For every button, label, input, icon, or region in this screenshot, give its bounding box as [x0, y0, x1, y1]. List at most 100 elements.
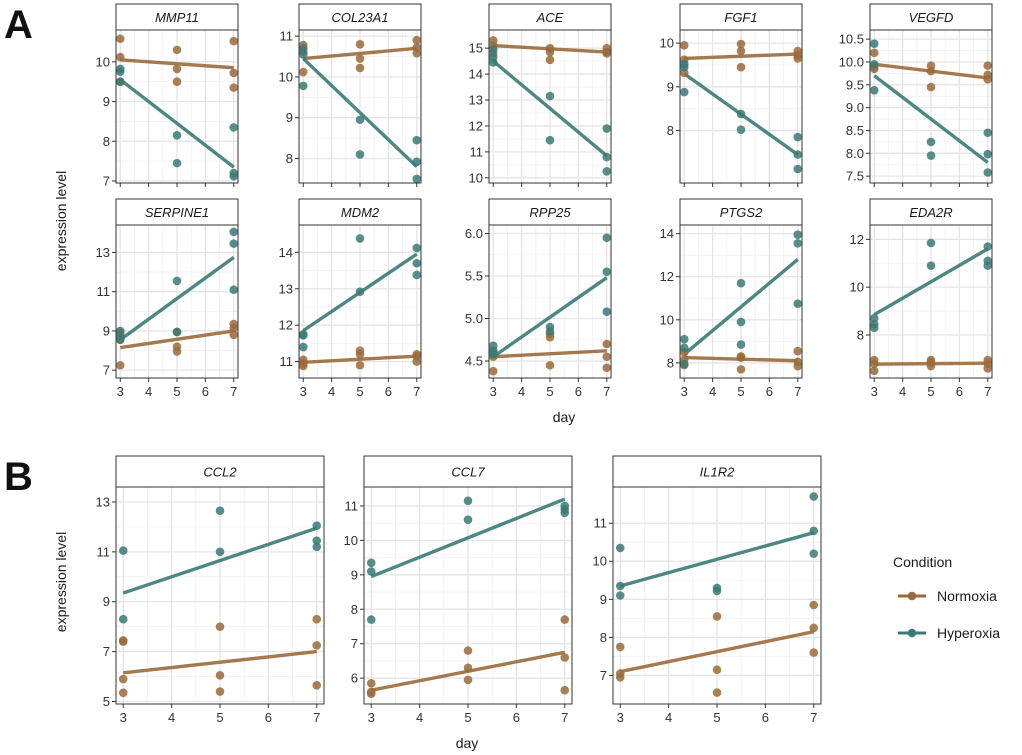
- y-tick-label: 8.0: [846, 146, 864, 161]
- y-tick-label: 9: [600, 592, 607, 607]
- fit-line-normoxia: [123, 649, 317, 675]
- fit-line-hyperoxia: [370, 497, 566, 579]
- y-tick-label: 12: [660, 269, 674, 284]
- data-point-normoxia: [115, 34, 125, 44]
- data-point-hyperoxia: [793, 230, 803, 239]
- data-point-normoxia: [229, 330, 239, 340]
- data-point-normoxia: [215, 671, 225, 680]
- points-hyperoxia: [615, 492, 819, 600]
- y-tick-label: 11: [97, 284, 111, 299]
- x-tick-label: 7: [984, 384, 991, 399]
- y-tick-label: 14: [469, 67, 483, 82]
- data-point-normoxia: [229, 323, 239, 333]
- y-tick-label: 14: [279, 245, 293, 260]
- series-normoxia: [619, 630, 815, 674]
- series-hyperoxia: [683, 258, 799, 356]
- data-point-normoxia: [312, 614, 322, 624]
- x-tick-label: 7: [561, 710, 568, 725]
- x-tick-label: 4: [899, 384, 906, 399]
- data-point-hyperoxia: [229, 123, 239, 132]
- x-tick-label: 3: [681, 384, 688, 399]
- data-point-normoxia: [869, 366, 879, 376]
- gridlines: [116, 30, 238, 183]
- y-tick-label: 13: [96, 494, 110, 509]
- points-normoxia: [869, 48, 993, 92]
- data-point-hyperoxia: [172, 158, 182, 168]
- data-point-hyperoxia: [488, 58, 498, 67]
- y-tick-label: 5: [103, 694, 110, 709]
- points-hyperoxia: [115, 64, 239, 181]
- points-hyperoxia: [115, 227, 239, 345]
- fit-line-hyperoxia: [873, 74, 989, 164]
- y-tick-label: 7: [103, 174, 110, 189]
- data-point-normoxia: [983, 75, 993, 84]
- data-point-hyperoxia: [412, 135, 422, 145]
- data-point-hyperoxia: [118, 546, 128, 555]
- legend: Condition Normoxia Hyperoxia: [893, 554, 1000, 641]
- x-tick-label: 7: [794, 384, 801, 399]
- data-point-hyperoxia: [869, 85, 879, 95]
- data-point-hyperoxia: [488, 45, 498, 54]
- data-point-hyperoxia: [412, 157, 422, 167]
- x-tick-label: 5: [713, 710, 720, 725]
- data-point-hyperoxia: [869, 313, 879, 323]
- fit-line-normoxia: [684, 52, 798, 61]
- data-point-normoxia: [366, 679, 376, 688]
- data-point-hyperoxia: [809, 492, 819, 501]
- data-point-hyperoxia: [115, 335, 125, 345]
- facet-ptgs2: PTGS2 8 10 12 14 3 4 5 6 7: [660, 198, 803, 399]
- fit-line-hyperoxia: [492, 59, 608, 158]
- series-normoxia: [684, 52, 798, 61]
- legend-title: Condition: [893, 554, 952, 570]
- data-point-hyperoxia: [602, 307, 612, 317]
- data-point-hyperoxia: [215, 506, 225, 515]
- data-point-normoxia: [545, 55, 555, 65]
- x-tick-label: 5: [464, 710, 471, 725]
- data-point-hyperoxia: [412, 243, 422, 253]
- data-point-hyperoxia: [463, 515, 473, 525]
- data-point-hyperoxia: [602, 233, 612, 243]
- x-tick-label: 5: [927, 384, 934, 399]
- data-point-hyperoxia: [229, 285, 239, 295]
- data-point-normoxia: [793, 346, 803, 356]
- data-point-hyperoxia: [926, 261, 936, 270]
- legend-item-normoxia: Normoxia: [898, 588, 997, 604]
- data-point-normoxia: [229, 36, 239, 46]
- x-tick-label: 4: [709, 384, 716, 399]
- y-tick-label: 8: [351, 602, 358, 617]
- data-point-hyperoxia: [366, 558, 376, 568]
- x-tick-label: 7: [413, 384, 420, 399]
- y-tick-label: 10: [279, 69, 293, 84]
- y-tick-label: 9.0: [846, 100, 864, 115]
- data-point-normoxia: [412, 35, 422, 45]
- facet-col23a1: COL23A1 8 9 10 11: [279, 3, 422, 187]
- data-point-normoxia: [463, 675, 473, 685]
- x-tick-label: 4: [328, 384, 335, 399]
- y-tick-label: 12: [469, 118, 483, 133]
- facet-strip: [869, 198, 993, 226]
- data-point-hyperoxia: [229, 171, 239, 181]
- data-point-normoxia: [355, 350, 365, 359]
- facet-title: CCL7: [451, 465, 485, 480]
- data-point-hyperoxia: [298, 50, 308, 59]
- data-point-hyperoxia: [983, 128, 993, 138]
- facet-title: COL23A1: [331, 10, 388, 25]
- data-point-hyperoxia: [412, 270, 422, 280]
- y-tick-label: 11: [280, 29, 294, 44]
- fit-line-normoxia: [619, 630, 815, 674]
- x-tick-label: 5: [216, 710, 223, 725]
- y-tick-label: 10.0: [839, 54, 864, 69]
- y-tick-label: 11: [97, 544, 111, 559]
- facet-vegfd: VEGFD 7.5 8.0 8.5 9.0 9.5 10.0 10.5: [839, 3, 993, 187]
- data-point-normoxia: [312, 680, 322, 690]
- y-tick-label: 15: [469, 41, 483, 56]
- gridlines: [299, 225, 421, 378]
- data-point-hyperoxia: [983, 261, 993, 270]
- y-tick-label: 13: [279, 281, 293, 296]
- x-tick-label: 3: [617, 710, 624, 725]
- facet-strip: [488, 198, 612, 226]
- data-point-normoxia: [488, 366, 498, 376]
- y-tick-label: 7: [600, 668, 607, 683]
- y-tick-label: 13: [469, 93, 483, 108]
